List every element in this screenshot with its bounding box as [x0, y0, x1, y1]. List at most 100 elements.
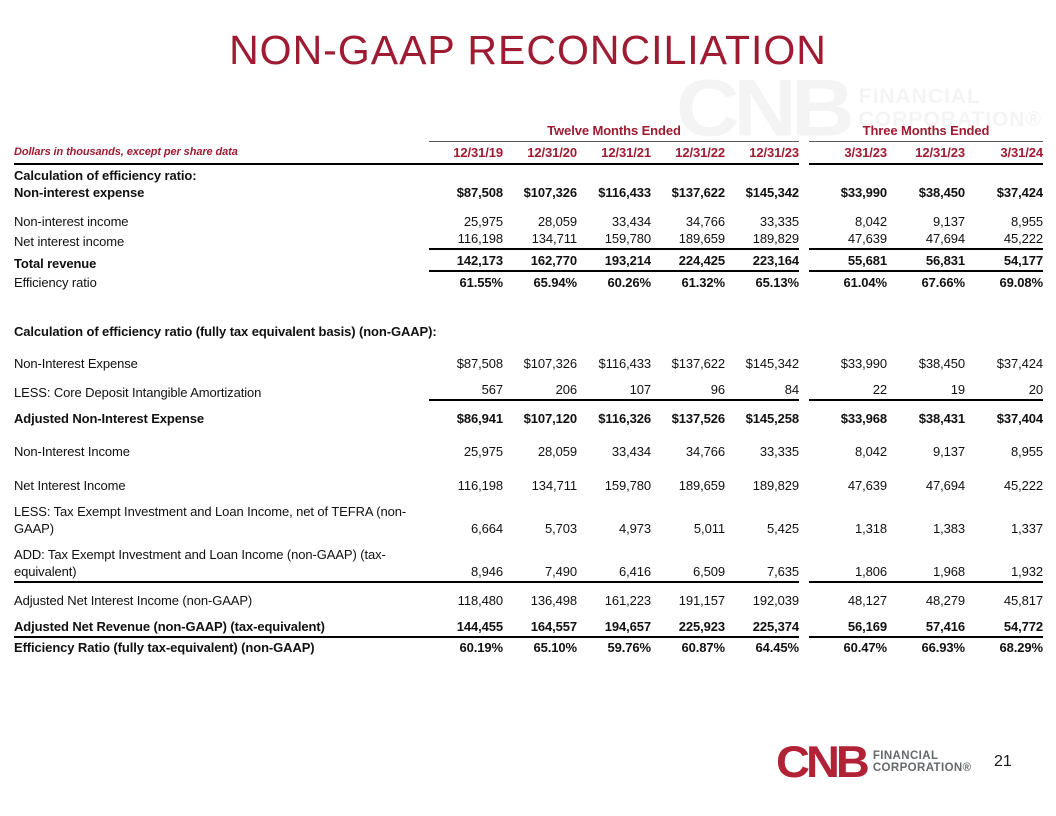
cell-value: 162,770 — [503, 252, 577, 272]
row-label: ADD: Tax Exempt Investment and Loan Inco… — [14, 546, 429, 583]
table-group-header-row: Twelve Months Ended Three Months Ended — [14, 122, 1043, 142]
row-label: Adjusted Net Interest Income (non-GAAP) — [14, 593, 253, 608]
cell-value: 96 — [651, 381, 725, 401]
cell-value: 136,498 — [530, 593, 577, 608]
cell-value: 223,164 — [725, 252, 799, 272]
row-label: Adjusted Net Revenue (non-GAAP) (tax-equ… — [14, 618, 429, 638]
table-row: Total revenue 142,173 162,770 193,214 22… — [14, 252, 1043, 272]
cell-value: 20 — [965, 381, 1043, 401]
cell-value: 134,711 — [503, 230, 577, 250]
cell-value: 33,434 — [611, 444, 651, 459]
table-row: Non-Interest Income 25,975 28,059 33,434… — [14, 443, 1043, 460]
cell-value: $38,431 — [918, 411, 965, 426]
column-header-date: 12/31/22 — [651, 144, 725, 165]
cell-value: 189,659 — [678, 478, 725, 493]
cell-value: 142,173 — [429, 252, 503, 272]
table-row: Adjusted Non-Interest Expense $86,941 $1… — [14, 410, 1043, 427]
cell-value: 193,214 — [577, 252, 651, 272]
cell-value: 7,635 — [725, 563, 799, 583]
table-dates-header-row: Dollars in thousands, except per share d… — [14, 144, 1043, 165]
row-label: Net interest income — [14, 234, 125, 249]
column-header-date: 12/31/21 — [577, 144, 651, 165]
table-row: Adjusted Net Revenue (non-GAAP) (tax-equ… — [14, 618, 1043, 638]
cell-value: 7,490 — [503, 563, 577, 583]
cell-value: 59.76% — [607, 640, 652, 655]
cell-value: 60.26% — [607, 275, 652, 290]
column-header-date: 12/31/23 — [887, 144, 965, 165]
cell-value: 56,831 — [887, 252, 965, 272]
column-header-date: 3/31/24 — [965, 144, 1043, 165]
cell-value: 19 — [887, 381, 965, 401]
cell-value: $37,404 — [996, 411, 1043, 426]
cell-value: 189,659 — [651, 230, 725, 250]
cell-value: $137,622 — [671, 356, 726, 371]
cell-value: 9,137 — [932, 214, 965, 229]
units-note: Dollars in thousands, except per share d… — [14, 144, 429, 165]
cell-value: $107,326 — [523, 356, 578, 371]
cell-value: 8,042 — [854, 214, 887, 229]
cell-value: $145,342 — [745, 356, 800, 371]
cell-value: $145,342 — [745, 185, 800, 200]
cell-value: $137,526 — [671, 411, 726, 426]
cell-value: $86,941 — [456, 411, 503, 426]
cell-value: 60.87% — [681, 640, 726, 655]
cell-value: $116,326 — [598, 411, 651, 426]
row-label: Non-interest income — [14, 214, 129, 229]
cell-value: 54,772 — [965, 618, 1043, 638]
cell-value: $33,968 — [840, 411, 887, 426]
row-label: Total revenue — [14, 256, 97, 271]
cell-value: 61.04% — [843, 275, 888, 290]
cell-value: 189,829 — [725, 230, 799, 250]
cell-value: $37,424 — [996, 356, 1043, 371]
cell-value: 8,955 — [1010, 214, 1043, 229]
cell-value: 25,975 — [463, 444, 503, 459]
row-label: Adjusted Non-Interest Expense — [14, 411, 204, 426]
section-header-row: Calculation of efficiency ratio: — [14, 167, 1043, 184]
group-header-twelve-months: Twelve Months Ended — [429, 122, 799, 142]
cell-value: 6,416 — [577, 563, 651, 583]
cell-value: 8,946 — [429, 563, 503, 583]
table-row: Non-interest income 25,975 28,059 33,434… — [14, 213, 1043, 230]
cell-value: $33,990 — [840, 356, 887, 371]
page-number: 21 — [994, 753, 1012, 770]
cnb-logo-letters: CNB — [776, 736, 870, 787]
cell-value: 192,039 — [752, 593, 799, 608]
cell-value: 206 — [503, 381, 577, 401]
group-header-three-months: Three Months Ended — [809, 122, 1043, 142]
cell-value: 1,968 — [887, 563, 965, 583]
cell-value: 567 — [429, 381, 503, 401]
cell-value: 118,480 — [457, 593, 503, 608]
cell-value: 61.32% — [681, 275, 726, 290]
section-header-row: Calculation of efficiency ratio (fully t… — [14, 323, 1043, 340]
cell-value: $38,450 — [918, 356, 965, 371]
cell-value: $107,326 — [523, 185, 578, 200]
cell-value: $87,508 — [456, 356, 503, 371]
cell-value: 54,177 — [965, 252, 1043, 272]
cell-value: $38,450 — [918, 185, 965, 200]
column-header-date: 12/31/20 — [503, 144, 577, 165]
cell-value: 1,932 — [965, 563, 1043, 583]
cell-value: 45,222 — [1003, 478, 1043, 493]
cell-value: 164,557 — [503, 618, 577, 638]
cell-value: 57,416 — [887, 618, 965, 638]
cell-value: 5,011 — [693, 521, 725, 536]
cell-value: 25,975 — [463, 214, 503, 229]
table-row: Adjusted Net Interest Income (non-GAAP) … — [14, 592, 1043, 609]
cell-value: 45,222 — [965, 230, 1043, 250]
table-row: Net interest income 116,198 134,711 159,… — [14, 230, 1043, 250]
row-label: Efficiency Ratio (fully tax-equivalent) … — [14, 640, 315, 655]
row-label: Non-Interest Expense — [14, 356, 138, 371]
cell-value: $137,622 — [671, 185, 726, 200]
cell-value: 65.13% — [755, 275, 800, 290]
cell-value: $87,508 — [456, 185, 503, 200]
cell-value: 45,817 — [1003, 593, 1043, 608]
cell-value: 47,639 — [847, 478, 887, 493]
cell-value: 55,681 — [809, 252, 887, 272]
table-row: Efficiency ratio 61.55% 65.94% 60.26% 61… — [14, 274, 1043, 291]
cell-value: 107 — [577, 381, 651, 401]
cell-value: 8,955 — [1010, 444, 1043, 459]
cell-value: 47,639 — [809, 230, 887, 250]
row-label: Non-Interest Income — [14, 444, 130, 459]
cell-value: 144,455 — [429, 618, 503, 638]
